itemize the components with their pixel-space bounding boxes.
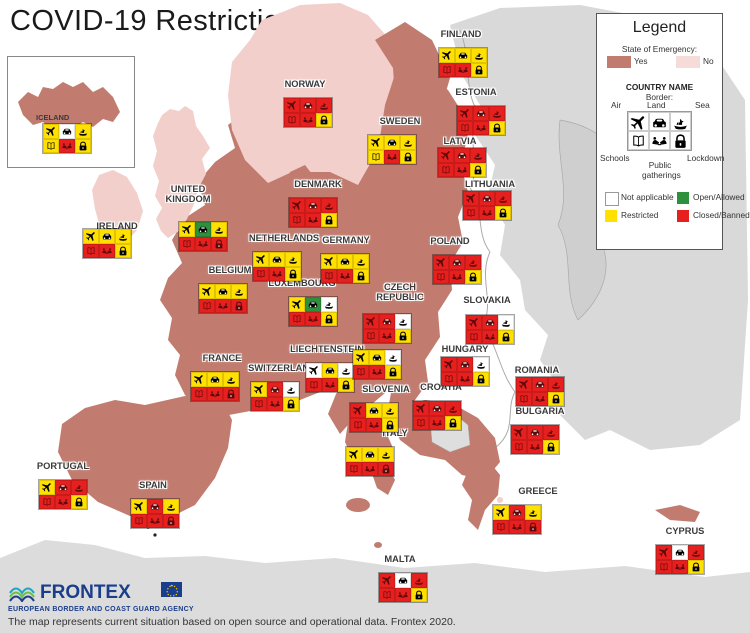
svg-text:FRONTEX: FRONTEX (40, 582, 131, 602)
